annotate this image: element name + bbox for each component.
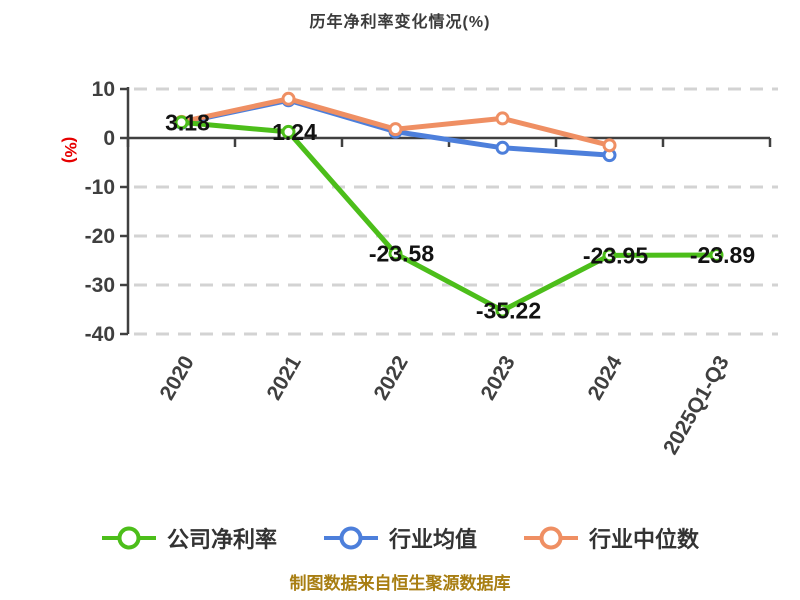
- data-point-marker: [281, 124, 296, 139]
- legend-item-label: 行业中位数: [589, 527, 700, 552]
- y-tick-label: -10: [85, 176, 115, 199]
- data-point-marker: [174, 115, 189, 130]
- x-tick-label: 2024: [584, 352, 627, 404]
- data-point-marker: [602, 138, 617, 153]
- data-point-marker: [495, 140, 510, 155]
- data-point-marker: [495, 303, 510, 318]
- y-tick-label: 10: [92, 78, 115, 101]
- y-tick-label: -30: [85, 274, 115, 297]
- legend-marker-icon: [101, 526, 156, 550]
- chart-title: 历年净利率变化情况(%): [309, 14, 491, 31]
- x-tick-label: 2025Q1-Q3: [659, 352, 734, 459]
- data-point-marker: [388, 246, 403, 261]
- data-point-label: -23.95: [583, 242, 648, 268]
- footer-note: 制图数据来自恒生聚源数据库: [289, 574, 511, 593]
- legend-item: 公司净利率: [101, 522, 277, 554]
- legend-marker-icon: [323, 526, 378, 550]
- data-point-marker: [281, 91, 296, 106]
- legend-item-label: 行业均值: [388, 527, 477, 552]
- x-tick-label: 2023: [477, 352, 520, 404]
- data-point-label: -23.58: [369, 241, 434, 267]
- legend-item: 行业中位数: [523, 522, 699, 554]
- data-point-marker: [602, 248, 617, 263]
- legend-item-label: 公司净利率: [166, 527, 277, 552]
- legend: 公司净利率 行业均值 行业中位数: [0, 522, 800, 554]
- x-tick-label: 2020: [156, 352, 199, 404]
- y-tick-label: -40: [85, 323, 115, 346]
- data-point-marker: [388, 122, 403, 137]
- y-tick-label: 0: [103, 127, 115, 150]
- x-tick-label: 2021: [263, 352, 306, 404]
- legend-item: 行业均值: [323, 522, 477, 554]
- data-point-label: 3.18: [165, 109, 210, 135]
- x-tick-label: 2022: [370, 352, 413, 404]
- data-point-label: -35.22: [476, 298, 541, 324]
- data-point-label: 1.24: [272, 119, 317, 145]
- data-point-marker: [709, 248, 724, 263]
- y-tick-label: -20: [85, 225, 115, 248]
- data-point-label: -23.89: [690, 242, 755, 268]
- data-point-marker: [495, 111, 510, 126]
- series-line: [179, 119, 719, 314]
- legend-marker-icon: [524, 526, 578, 550]
